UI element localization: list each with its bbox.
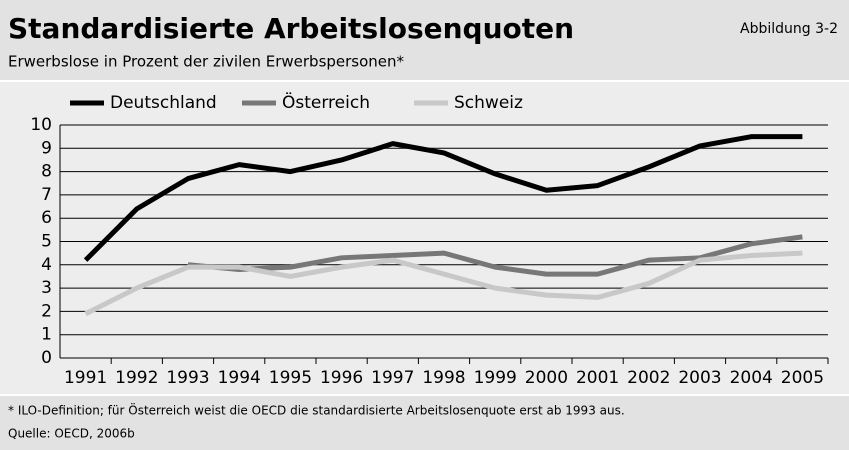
x-tick-label: 1997 — [371, 368, 414, 388]
x-tick-label: 2000 — [525, 368, 568, 388]
x-tick-label: 1995 — [269, 368, 312, 388]
header-band — [0, 0, 849, 80]
legend-label: Schweiz — [454, 93, 523, 113]
x-tick-label: 2005 — [781, 368, 824, 388]
x-tick-label: 2004 — [730, 368, 773, 388]
x-tick-label: 1992 — [115, 368, 158, 388]
y-tick-label: 1 — [41, 325, 52, 345]
footnote: * ILO-Definition; für Österreich weist d… — [8, 402, 625, 418]
y-tick-label: 5 — [41, 232, 52, 252]
series-line — [84, 250, 803, 316]
footer-band — [0, 396, 849, 450]
x-tick-label: 1998 — [422, 368, 465, 388]
y-tick-label: 4 — [41, 255, 52, 275]
chart-title: Standardisierte Arbeitslosenquoten — [8, 12, 574, 45]
x-tick-label: 2003 — [678, 368, 721, 388]
plot-band — [0, 82, 849, 394]
figure-label: Abbildung 3-2 — [740, 21, 838, 37]
y-tick-label: 10 — [30, 115, 52, 135]
y-tick-label: 8 — [41, 162, 52, 182]
x-tick-label: 1996 — [320, 368, 363, 388]
x-tick-label: 2002 — [627, 368, 670, 388]
y-tick-label: 2 — [41, 301, 52, 321]
legend-label: Deutschland — [110, 93, 217, 113]
x-tick-label: 1999 — [474, 368, 517, 388]
series-line — [83, 134, 803, 262]
source: Quelle: OECD, 2006b — [8, 427, 135, 441]
x-tick-label: 1993 — [166, 368, 209, 388]
x-tick-label: 2001 — [576, 368, 619, 388]
x-tick-label: 1994 — [218, 368, 261, 388]
y-tick-label: 7 — [41, 185, 52, 205]
y-tick-label: 9 — [41, 138, 52, 158]
y-tick-label: 3 — [41, 278, 52, 298]
y-tick-label: 0 — [41, 348, 52, 368]
legend-label: Österreich — [282, 91, 370, 113]
y-tick-label: 6 — [41, 208, 52, 228]
subtitle: Erwerbslose in Prozent der zivilen Erwer… — [8, 53, 405, 71]
x-tick-label: 1991 — [64, 368, 107, 388]
